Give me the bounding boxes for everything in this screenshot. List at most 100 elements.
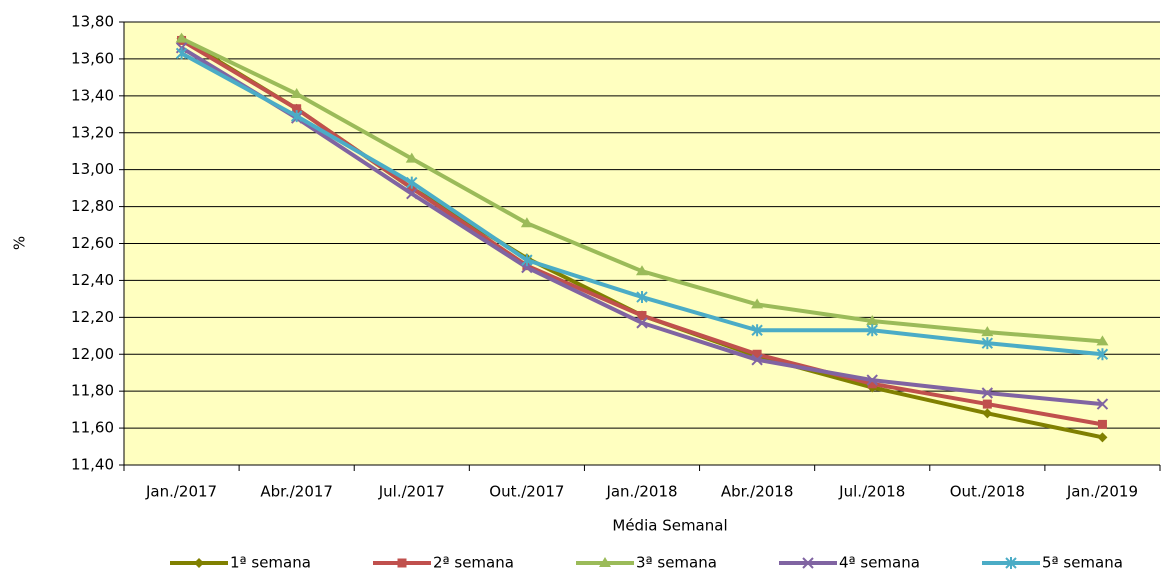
x-tick-label: Out./2017 (489, 483, 564, 501)
marker-shape (636, 317, 648, 329)
marker-shape (751, 324, 763, 337)
marker-shape (981, 387, 994, 399)
y-axis-title: % (11, 236, 29, 250)
marker-shape (1005, 557, 1017, 569)
legend-label: 1ª semana (230, 554, 311, 572)
y-tick-label: 13,00 (71, 160, 114, 178)
marker (982, 408, 993, 419)
marker (1096, 348, 1109, 361)
x-tick-label: Jul./2017 (378, 483, 445, 501)
marker (752, 349, 762, 359)
y-tick-label: 12,80 (71, 197, 114, 215)
marker (521, 254, 533, 267)
y-tick-label: 11,40 (71, 456, 114, 474)
legend-label: 3ª semana (636, 554, 717, 572)
marker-shape (1096, 348, 1109, 361)
legend-label: 2ª semana (433, 554, 514, 572)
y-tick-label: 11,80 (71, 382, 114, 400)
marker-shape (520, 217, 533, 228)
marker-shape (175, 32, 188, 43)
marker-shape (599, 557, 611, 567)
marker-shape (866, 324, 878, 337)
legend-label: 4ª semana (839, 554, 920, 572)
marker (406, 187, 418, 200)
marker-shape (637, 310, 647, 320)
marker (290, 110, 303, 123)
y-tick-label: 12,00 (71, 345, 114, 363)
marker-shape (1096, 398, 1109, 410)
marker (1097, 432, 1108, 443)
x-tick-label: Jul./2018 (838, 483, 905, 501)
x-tick-label: Jan./2018 (605, 483, 677, 501)
y-tick-label: 13,40 (71, 86, 114, 104)
marker-shape (752, 349, 762, 359)
marker-shape (802, 557, 814, 569)
marker (292, 104, 302, 114)
marker-shape (982, 399, 992, 409)
x-tick-label: Out./2018 (950, 483, 1025, 501)
x-tick-label: Abr./2017 (260, 483, 333, 501)
marker (981, 326, 994, 337)
marker (751, 298, 764, 309)
marker-shape (636, 265, 648, 276)
marker (981, 387, 994, 399)
marker (175, 32, 188, 43)
marker (397, 558, 407, 568)
y-tick-label: 11,60 (71, 419, 114, 437)
marker-shape (405, 152, 418, 163)
marker (599, 557, 611, 567)
marker-shape (1097, 419, 1107, 429)
x-axis-title: Média Semanal (612, 517, 727, 535)
marker-shape (866, 315, 879, 326)
y-tick-label: 12,40 (71, 271, 114, 289)
marker (636, 317, 648, 329)
marker (194, 558, 204, 568)
y-tick-label: 12,60 (71, 234, 114, 252)
marker-shape (290, 87, 303, 98)
marker-shape (867, 379, 877, 389)
marker-shape (1097, 432, 1108, 443)
marker-shape (866, 374, 878, 386)
marker (406, 176, 418, 189)
marker-shape (406, 176, 418, 189)
marker (1096, 398, 1109, 410)
marker-shape (521, 254, 533, 267)
marker (981, 337, 994, 350)
x-tick-label: Abr./2018 (721, 483, 794, 501)
marker-shape (292, 104, 302, 114)
marker (751, 324, 763, 337)
marker (636, 291, 648, 304)
marker (290, 87, 303, 98)
marker (866, 315, 879, 326)
y-tick-label: 13,80 (71, 13, 114, 31)
x-tick-label: Jan./2017 (145, 483, 217, 501)
marker (867, 379, 877, 389)
marker-shape (751, 354, 763, 366)
marker (866, 324, 878, 337)
marker (520, 217, 533, 228)
marker-shape (1096, 335, 1109, 346)
marker (866, 374, 878, 386)
x-tick-label: Jan./2019 (1066, 483, 1138, 501)
marker (982, 399, 992, 409)
marker (1096, 335, 1109, 346)
marker (175, 47, 188, 60)
marker (1097, 419, 1107, 429)
marker-shape (175, 47, 188, 60)
legend-label: 5ª semana (1042, 554, 1123, 572)
y-tick-label: 13,60 (71, 49, 114, 67)
marker-shape (397, 558, 407, 568)
marker (1005, 557, 1017, 569)
marker (405, 152, 418, 163)
marker (751, 354, 763, 366)
marker (802, 557, 814, 569)
marker-shape (982, 408, 993, 419)
marker (636, 265, 648, 276)
y-tick-label: 12,20 (71, 308, 114, 326)
marker-shape (406, 187, 418, 200)
y-tick-label: 13,20 (71, 123, 114, 141)
marker-shape (751, 298, 764, 309)
marker-shape (194, 558, 204, 568)
marker-shape (981, 326, 994, 337)
